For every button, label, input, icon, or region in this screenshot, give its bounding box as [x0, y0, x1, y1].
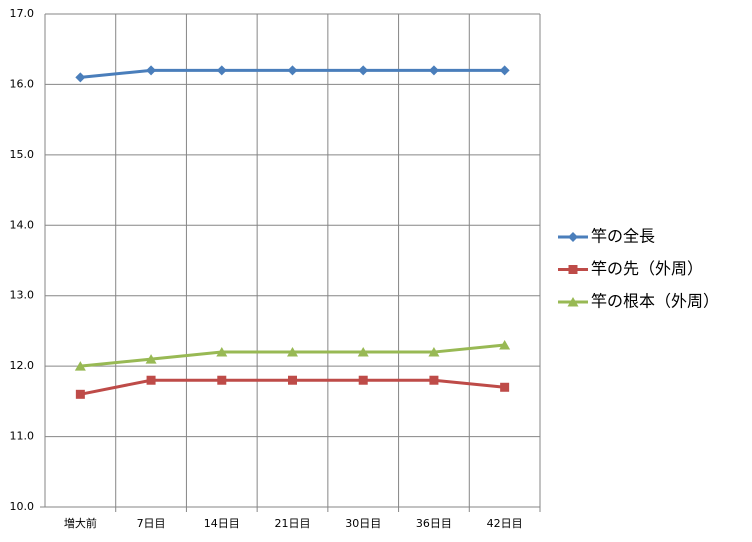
point — [75, 389, 85, 399]
point — [499, 340, 511, 350]
x-tick-label: 14日目 — [204, 517, 240, 530]
y-tick-label: 13.0 — [10, 289, 35, 302]
y-tick-label: 11.0 — [10, 430, 35, 443]
point — [75, 72, 86, 83]
point — [428, 65, 439, 76]
y-tick-label: 12.0 — [10, 359, 35, 372]
x-tick-label: 42日目 — [487, 517, 523, 530]
legend-label: 竿の全長 — [591, 227, 655, 246]
point — [287, 65, 298, 76]
x-tick-label: 7日目 — [137, 517, 166, 530]
point — [145, 354, 157, 364]
point — [499, 65, 510, 76]
point — [146, 65, 157, 76]
point — [428, 347, 440, 357]
y-tick-label: 15.0 — [10, 148, 35, 161]
x-tick-label: 30日目 — [345, 517, 381, 530]
point — [288, 375, 297, 385]
point — [216, 347, 228, 357]
x-tick-label: 36日目 — [416, 517, 452, 530]
point — [146, 375, 156, 385]
point — [217, 375, 227, 385]
point — [429, 375, 439, 385]
legend-marker — [568, 232, 578, 242]
legend-marker — [567, 297, 579, 307]
point — [287, 347, 298, 357]
legend-label: 竿の先（外周） — [591, 259, 703, 278]
x-tick-label: 21日目 — [275, 517, 311, 530]
point — [74, 361, 86, 371]
point — [500, 382, 510, 392]
y-tick-label: 17.0 — [10, 7, 35, 20]
y-tick-label: 10.0 — [10, 500, 35, 513]
legend-label: 竿の根本（外周） — [591, 292, 719, 311]
point — [358, 65, 369, 76]
y-tick-label: 16.0 — [10, 77, 35, 90]
point — [358, 375, 368, 385]
point — [216, 65, 227, 76]
legend-marker — [568, 265, 578, 274]
x-tick-label: 増大前 — [64, 516, 97, 530]
y-tick-label: 14.0 — [10, 218, 35, 231]
point — [357, 347, 369, 357]
